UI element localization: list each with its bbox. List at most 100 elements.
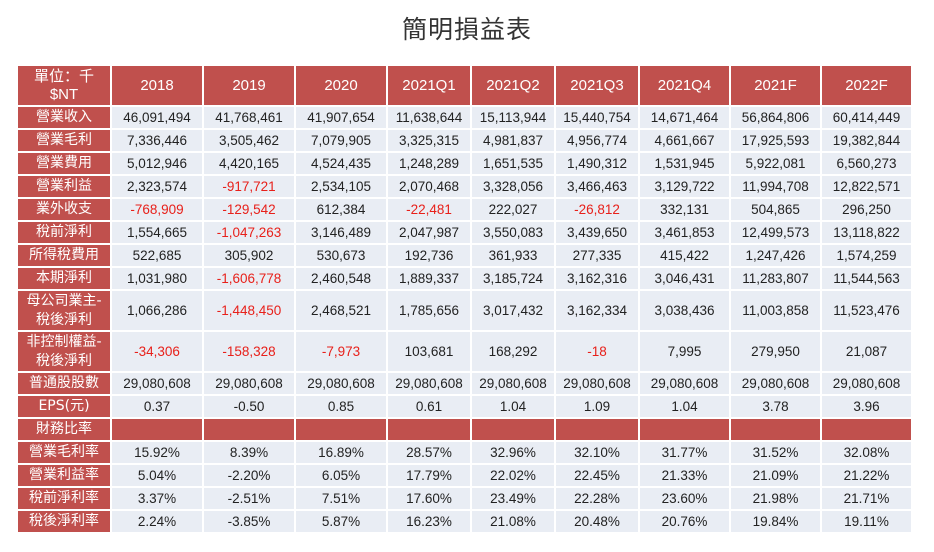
value-cell: 11,638,644 (388, 107, 470, 128)
row-label: 營業毛利率 (18, 442, 110, 463)
value-cell: 21,087 (822, 332, 911, 371)
value-cell: 1,651,535 (472, 153, 554, 174)
value-cell: -7,973 (296, 332, 386, 371)
value-cell: 17,925,593 (731, 130, 820, 151)
table-row: 營業利益 2,323,574 -917,721 2,534,105 2,070,468 3… (18, 176, 911, 197)
value-cell: -1,448,450 (204, 291, 294, 330)
section-fill-cell (204, 419, 294, 440)
value-cell: 222,027 (472, 199, 554, 220)
section-fill-cell (296, 419, 386, 440)
value-cell: 12,499,573 (731, 222, 820, 243)
value-cell: 4,420,165 (204, 153, 294, 174)
value-cell: 11,283,807 (731, 268, 820, 289)
value-cell: 60,414,449 (822, 107, 911, 128)
table-row: 營業毛利 7,336,446 3,505,462 7,079,905 3,325,315… (18, 130, 911, 151)
table-row: 所得稅費用 522,685 305,902 530,673 192,736 361,933… (18, 245, 911, 266)
row-label: 稅前淨利率 (18, 488, 110, 509)
value-cell: 1,031,980 (112, 268, 202, 289)
value-cell: 29,080,608 (472, 373, 554, 394)
value-cell: 3,038,436 (640, 291, 729, 330)
row-label: 母公司業主- 稅後淨利 (18, 291, 110, 330)
value-cell: 7,995 (640, 332, 729, 371)
row-label: 營業毛利 (18, 130, 110, 151)
value-cell: -158,328 (204, 332, 294, 371)
value-cell: 4,981,837 (472, 130, 554, 151)
value-cell: 1.04 (640, 396, 729, 417)
row-label: 普通股股數 (18, 373, 110, 394)
value-cell: 29,080,608 (556, 373, 638, 394)
value-cell: -2.51% (204, 488, 294, 509)
value-cell: 14,671,464 (640, 107, 729, 128)
row-label: 本期淨利 (18, 268, 110, 289)
column-header: 2021Q3 (556, 66, 638, 105)
row-label: 所得稅費用 (18, 245, 110, 266)
table-row: 母公司業主- 稅後淨利 1,066,286 -1,448,450 2,468,521 1,… (18, 291, 911, 330)
value-cell: -18 (556, 332, 638, 371)
value-cell: -768,909 (112, 199, 202, 220)
value-cell: 13,118,822 (822, 222, 911, 243)
value-cell: -26,812 (556, 199, 638, 220)
value-cell: 31.77% (640, 442, 729, 463)
value-cell: 3,162,316 (556, 268, 638, 289)
value-cell: 28.57% (388, 442, 470, 463)
ratio-row: 營業毛利率 15.92% 8.39% 16.89% 28.57% 32.96% 32.10%… (18, 442, 911, 463)
value-cell: 19.11% (822, 511, 911, 532)
value-cell: -3.85% (204, 511, 294, 532)
value-cell: 22.28% (556, 488, 638, 509)
value-cell: 1,785,656 (388, 291, 470, 330)
row-label: 非控制權益- 稅後淨利 (18, 332, 110, 371)
value-cell: 16.89% (296, 442, 386, 463)
value-cell: 23.49% (472, 488, 554, 509)
value-cell: -1,047,263 (204, 222, 294, 243)
value-cell: 2,534,105 (296, 176, 386, 197)
value-cell: 3,505,462 (204, 130, 294, 151)
value-cell: 11,544,563 (822, 268, 911, 289)
value-cell: -917,721 (204, 176, 294, 197)
row-label: 營業費用 (18, 153, 110, 174)
value-cell: 12,822,571 (822, 176, 911, 197)
value-cell: 168,292 (472, 332, 554, 371)
value-cell: 2,468,521 (296, 291, 386, 330)
unit-header-cell: 單位：千 $NT (18, 66, 110, 105)
table-row: 非控制權益- 稅後淨利 -34,306 -158,328 -7,973 103,681 16… (18, 332, 911, 371)
value-cell: 29,080,608 (296, 373, 386, 394)
value-cell: 23.60% (640, 488, 729, 509)
section-fill-cell (388, 419, 470, 440)
value-cell: 32.96% (472, 442, 554, 463)
table-row: 稅前淨利 1,554,665 -1,047,263 3,146,489 2,047,98… (18, 222, 911, 243)
value-cell: 2.24% (112, 511, 202, 532)
value-cell: 7.51% (296, 488, 386, 509)
column-header: 2021Q1 (388, 66, 470, 105)
value-cell: 3.37% (112, 488, 202, 509)
value-cell: 11,523,476 (822, 291, 911, 330)
value-cell: 21.09% (731, 465, 820, 486)
table-row: 本期淨利 1,031,980 -1,606,778 2,460,548 1,889,33… (18, 268, 911, 289)
table-row: 業外收支 -768,909 -129,542 612,384 -22,481 222,02… (18, 199, 911, 220)
value-cell: 3,466,463 (556, 176, 638, 197)
row-label: 營業利益率 (18, 465, 110, 486)
section-fill-cell (822, 419, 911, 440)
value-cell: 0.85 (296, 396, 386, 417)
value-cell: 20.48% (556, 511, 638, 532)
value-cell: 17.79% (388, 465, 470, 486)
value-cell: -129,542 (204, 199, 294, 220)
row-label: 營業收入 (18, 107, 110, 128)
value-cell: 4,524,435 (296, 153, 386, 174)
value-cell: -2.20% (204, 465, 294, 486)
value-cell: 21.22% (822, 465, 911, 486)
value-cell: 530,673 (296, 245, 386, 266)
value-cell: 3,439,650 (556, 222, 638, 243)
value-cell: -1,606,778 (204, 268, 294, 289)
value-cell: 0.37 (112, 396, 202, 417)
table-row: EPS(元) 0.37 -0.50 0.85 0.61 1.04 1.09 1.04 3.78 3… (18, 396, 911, 417)
value-cell: 3,328,056 (472, 176, 554, 197)
value-cell: 11,003,858 (731, 291, 820, 330)
value-cell: 1,490,312 (556, 153, 638, 174)
row-label: EPS(元) (18, 396, 110, 417)
section-fill-cell (640, 419, 729, 440)
value-cell: 2,460,548 (296, 268, 386, 289)
value-cell: 29,080,608 (388, 373, 470, 394)
value-cell: 5,012,946 (112, 153, 202, 174)
value-cell: 1,889,337 (388, 268, 470, 289)
value-cell: 305,902 (204, 245, 294, 266)
